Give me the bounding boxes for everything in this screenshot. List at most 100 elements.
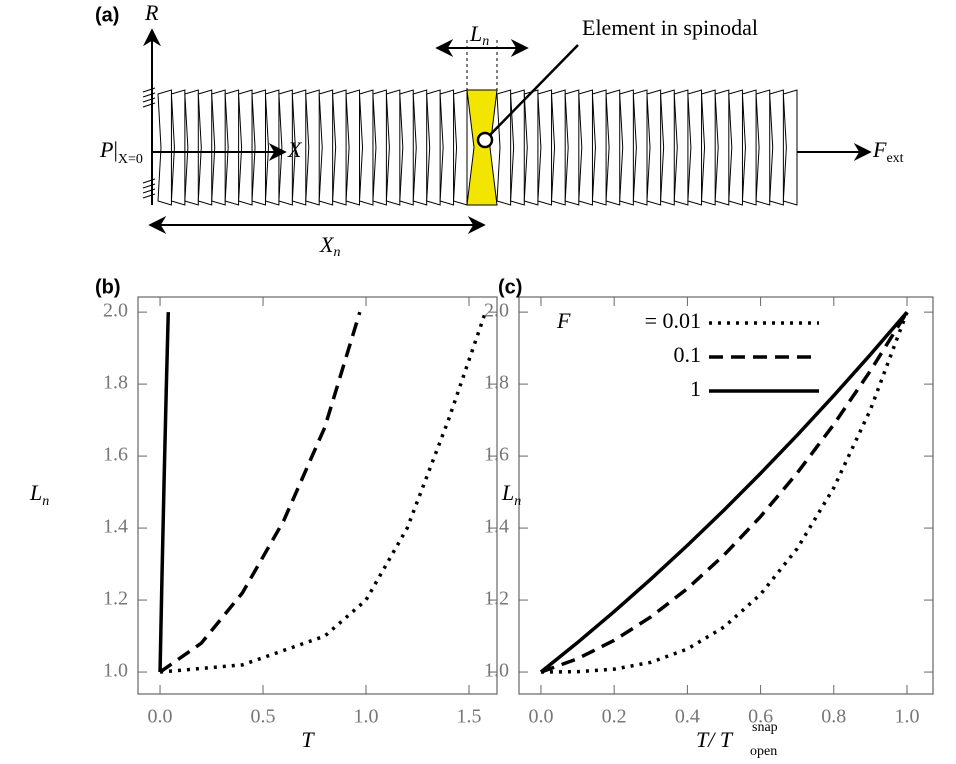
segment xyxy=(646,89,662,206)
x-axis-label-sup: snap xyxy=(752,720,778,735)
x-tick-label: 0.8 xyxy=(821,706,846,728)
chart: (b) 0.0 0.5 1.0 1.5 1.0 1.2 1.4 1.6 1.8 2.0 Ln T xyxy=(29,276,498,752)
segment xyxy=(741,89,757,206)
wall-hatch xyxy=(142,178,156,184)
y-axis-label-sub: n xyxy=(42,494,49,509)
segment xyxy=(385,89,401,206)
wall-hatch xyxy=(142,102,156,108)
legend-label: 0.1 xyxy=(674,342,702,367)
wall-hatch xyxy=(142,92,156,98)
x-axis-label: T xyxy=(301,727,315,752)
boundary-label: P|X=0 xyxy=(99,137,143,167)
x-tick-label: 0.0 xyxy=(148,706,173,728)
y-axis-label-main: L xyxy=(501,480,514,505)
panel-label: (b) xyxy=(95,276,121,298)
segment xyxy=(523,89,539,206)
segment xyxy=(537,89,553,206)
segment xyxy=(510,89,525,206)
segment xyxy=(184,89,199,206)
segment xyxy=(305,89,320,206)
y-tick-label: 1.4 xyxy=(484,516,509,538)
panel-label: (c) xyxy=(498,276,522,298)
length-label: Ln xyxy=(469,21,489,49)
segment xyxy=(224,89,240,206)
y-axis-label-main: L xyxy=(29,480,42,505)
y-tick-label: 1.8 xyxy=(484,372,509,394)
series-line xyxy=(159,311,362,674)
segment xyxy=(332,89,347,206)
y-tick-label: 1.6 xyxy=(103,444,128,466)
segment xyxy=(412,89,428,206)
segment xyxy=(157,89,172,206)
plot-frame xyxy=(137,296,498,695)
chart: (c) 0.0 0.2 0.4 0.6 0.8 1.0 1.0 1.2 1.4 1.6 1.8 2.0 L… xyxy=(484,276,934,759)
x-tick-label: 0.5 xyxy=(251,706,276,728)
segment xyxy=(496,89,512,206)
y-tick-label: 1.8 xyxy=(103,372,128,394)
segment xyxy=(660,89,675,206)
segment xyxy=(564,89,580,206)
segment xyxy=(673,89,689,206)
legend-title: F xyxy=(556,308,571,333)
segment xyxy=(782,89,798,206)
y-axis-label-sub: n xyxy=(514,494,521,509)
x-axis-label: X xyxy=(287,137,303,162)
segment xyxy=(755,89,771,206)
x-axis-label-main: T/ T xyxy=(696,727,734,752)
y-axis-label: Ln xyxy=(501,480,521,509)
series-line xyxy=(158,312,171,673)
x-tick-label: 0.4 xyxy=(675,706,700,728)
segment xyxy=(399,89,414,206)
y-tick-label: 1.4 xyxy=(103,516,128,538)
segment xyxy=(453,89,468,206)
segment xyxy=(426,89,441,206)
segment xyxy=(291,89,307,206)
force-label: Fext xyxy=(872,137,904,166)
x-axis-label-sub: open xyxy=(750,744,777,759)
wall-hatch xyxy=(142,97,156,103)
wall-hatch xyxy=(142,188,156,194)
x-tick-label: 0.0 xyxy=(528,706,553,728)
y-tick-label: 1.6 xyxy=(484,444,509,466)
segment xyxy=(197,89,213,206)
segment xyxy=(578,89,593,206)
series-line xyxy=(540,311,909,674)
callout-line xyxy=(484,44,579,141)
segment xyxy=(605,89,621,206)
y-tick-label: 1.2 xyxy=(103,588,128,610)
series-line xyxy=(539,310,909,674)
x-tick-label: 1.0 xyxy=(895,706,920,728)
y-tick-label: 1.0 xyxy=(484,660,509,682)
plot-frame xyxy=(518,296,934,695)
segment xyxy=(619,89,634,206)
y-tick-label: 2.0 xyxy=(484,300,509,322)
segment xyxy=(238,89,253,206)
x-axis-label: T/ T xyxy=(696,727,734,752)
panel-label: (a) xyxy=(95,4,119,26)
x-tick-label: 0.2 xyxy=(602,706,627,728)
segment xyxy=(439,89,455,206)
cylinder xyxy=(142,87,798,206)
y-tick-label: 1.2 xyxy=(484,588,509,610)
segment xyxy=(687,89,703,206)
segment xyxy=(345,89,361,206)
segment xyxy=(551,89,566,206)
r-axis-label: R xyxy=(144,0,159,25)
wall-hatch xyxy=(142,87,156,93)
legend-label: 1 xyxy=(690,376,701,401)
x-tick-label: 1.0 xyxy=(354,706,379,728)
wall-hatch xyxy=(142,193,156,199)
y-tick-label: 1.0 xyxy=(103,660,128,682)
segment xyxy=(372,89,387,206)
segment xyxy=(211,89,226,206)
x-tick-label: 0.6 xyxy=(748,706,773,728)
wall-hatch xyxy=(142,183,156,189)
segment xyxy=(318,89,334,206)
segment xyxy=(769,89,784,206)
diagram: (a) R Ln Element in spinodal X P|X=0 Fex… xyxy=(95,0,904,260)
segment xyxy=(701,89,716,206)
segment xyxy=(359,89,374,206)
legend-label: = 0.01 xyxy=(645,308,701,333)
element-marker xyxy=(476,131,494,149)
